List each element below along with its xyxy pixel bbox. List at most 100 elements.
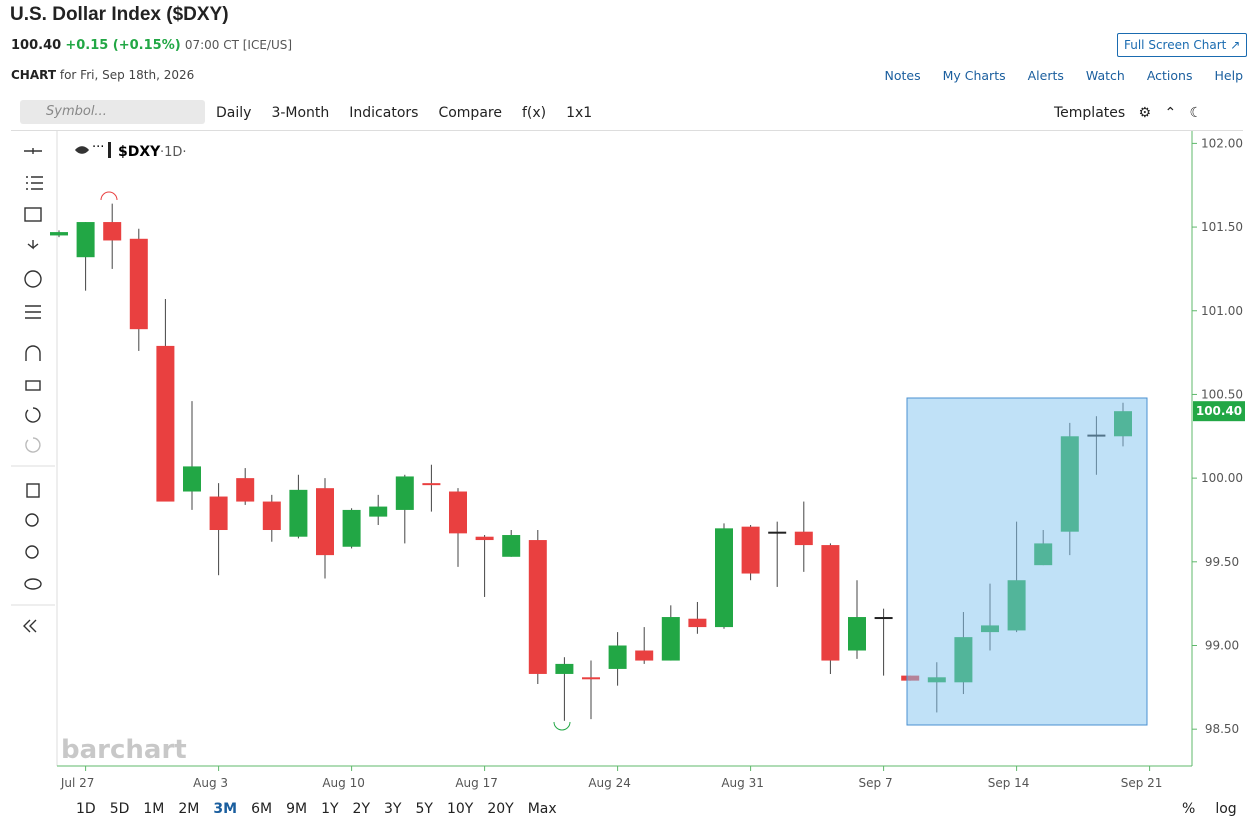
candle-body <box>449 491 467 534</box>
legend-interval: ·1D· <box>160 145 187 160</box>
links: Notes My Charts Alerts Watch Actions Help <box>884 68 1243 83</box>
period-button[interactable]: 5D <box>109 801 130 817</box>
candle-body <box>262 501 281 531</box>
candle-body <box>528 540 547 674</box>
header-link[interactable]: Notes <box>884 68 921 83</box>
time: 07:00 CT [ICE/US] <box>184 38 293 52</box>
toolbar-item[interactable]: Compare <box>438 105 502 121</box>
candle-body <box>661 617 680 661</box>
highlight-box <box>906 397 1148 726</box>
period-button[interactable]: 1M <box>143 801 165 817</box>
period-button[interactable]: 5Y <box>415 801 433 817</box>
candle-body <box>475 536 494 541</box>
x-tick-label: Aug 3 <box>193 776 228 790</box>
candle-body <box>395 476 414 510</box>
chart-label: CHART <box>11 68 57 82</box>
candle-body <box>316 488 334 556</box>
candle-body <box>502 535 521 557</box>
candle-body <box>715 528 733 628</box>
period-button[interactable]: 9M <box>286 801 308 817</box>
x-tick-label: Aug 17 <box>455 776 498 790</box>
toolbar-item[interactable]: 1x1 <box>566 105 593 121</box>
toolbar-items: Daily 3-Month Indicators Compare f(x) 1x1 <box>216 105 592 121</box>
toolbar-item[interactable]: 3-Month <box>271 105 330 121</box>
x-tick-label: Sep 7 <box>859 776 893 790</box>
menu-dots[interactable]: ··· <box>92 140 104 155</box>
candle-body <box>342 509 361 547</box>
drawing-tools[interactable] <box>23 148 43 633</box>
x-tick-label: Jul 27 <box>60 776 95 790</box>
full-screen-label[interactable]: Full Screen Chart <box>1124 38 1227 52</box>
period-button[interactable]: 1D <box>76 801 96 817</box>
header-link[interactable]: Actions <box>1146 68 1193 83</box>
candle-body <box>794 531 813 546</box>
x-tick-label: Sep 14 <box>988 776 1030 790</box>
scale-option[interactable]: log <box>1215 801 1237 817</box>
x-tick-label: Aug 24 <box>588 776 631 790</box>
date: for Fri, Sep 18th, 2026 <box>59 68 195 82</box>
price: 100.40 <box>11 38 62 53</box>
title: U.S. Dollar Index ($DXY) <box>10 4 229 25</box>
templates[interactable]: Templates ⚙ ⌃ ☾ <box>1054 105 1203 121</box>
period-button[interactable]: 3M <box>213 801 238 817</box>
y-tick-label: 100.00 <box>1201 471 1243 485</box>
chart-date: CHART for Fri, Sep 18th, 2026 <box>11 68 194 82</box>
candle-body <box>289 489 308 537</box>
period-button[interactable]: 3Y <box>384 801 402 817</box>
last-price-label: 100.40 <box>1196 404 1242 418</box>
y-tick-label: 99.00 <box>1205 638 1239 652</box>
toolbar-item[interactable]: Indicators <box>349 105 419 121</box>
visibility-icon[interactable] <box>75 146 89 154</box>
candle-body <box>369 506 388 517</box>
candle-body <box>582 677 600 680</box>
candle-body <box>688 618 707 628</box>
candle-body <box>608 645 627 669</box>
x-tick-label: Aug 10 <box>322 776 365 790</box>
candle-body <box>821 545 840 661</box>
symbol-search[interactable]: Symbol... <box>20 100 205 124</box>
periods: 1D 5D 1M 2M 3M 6M 9M 1Y 2Y 3Y 5Y 10Y 20Y Max <box>76 801 557 817</box>
full-screen-button[interactable]: Full Screen Chart ↗ <box>1117 33 1248 57</box>
toolbar-item[interactable]: f(x) <box>521 105 547 121</box>
y-tick-label: 98.50 <box>1205 722 1239 736</box>
period-button[interactable]: 10Y <box>446 801 474 817</box>
candle-body <box>50 232 68 236</box>
low-marker <box>553 721 571 731</box>
period-button[interactable]: 6M <box>251 801 273 817</box>
legend-symbol: $DXY <box>118 144 161 160</box>
watermark: barchart <box>61 735 187 765</box>
candle-body <box>848 617 866 651</box>
period-button[interactable]: 20Y <box>487 801 514 817</box>
candle-body <box>76 222 95 258</box>
scale-option[interactable]: % <box>1182 801 1196 817</box>
candle-body <box>103 222 122 241</box>
header-link[interactable]: Alerts <box>1027 68 1064 83</box>
candle-body <box>156 345 175 502</box>
period-button[interactable]: Max <box>527 801 557 817</box>
toolbar: Symbol... Daily 3-Month Indicators Compare f… <box>11 96 1243 131</box>
candle-body <box>768 531 787 534</box>
period-button[interactable]: 1Y <box>321 801 339 817</box>
last-price-box <box>1193 401 1245 422</box>
period-button[interactable]: 2M <box>178 801 200 817</box>
y-tick-label: 100.50 <box>1201 387 1243 401</box>
y-tick-label: 102.00 <box>1201 136 1243 150</box>
candle-body <box>209 496 228 531</box>
templates-label[interactable]: Templates <box>1054 105 1126 121</box>
header-link[interactable]: Help <box>1214 68 1244 83</box>
scale-options: % log <box>1182 801 1237 817</box>
x-tick-label: Aug 31 <box>721 776 764 790</box>
y-tick-label: 101.00 <box>1201 304 1243 318</box>
candle-body <box>635 650 654 661</box>
candle-body <box>874 617 893 620</box>
legend-swatch <box>108 142 111 158</box>
candle-body <box>741 526 760 574</box>
period-button[interactable]: 2Y <box>352 801 370 817</box>
header-link[interactable]: Watch <box>1085 68 1125 83</box>
quote: 100.40 +0.15 (+0.15%) 07:00 CT [ICE/US] <box>11 38 292 53</box>
toolbar-item[interactable]: Daily <box>216 105 252 121</box>
candle-body <box>555 663 574 674</box>
header-link[interactable]: My Charts <box>942 68 1006 83</box>
candle-body <box>183 466 201 492</box>
x-tick-label: Sep 21 <box>1121 776 1163 790</box>
